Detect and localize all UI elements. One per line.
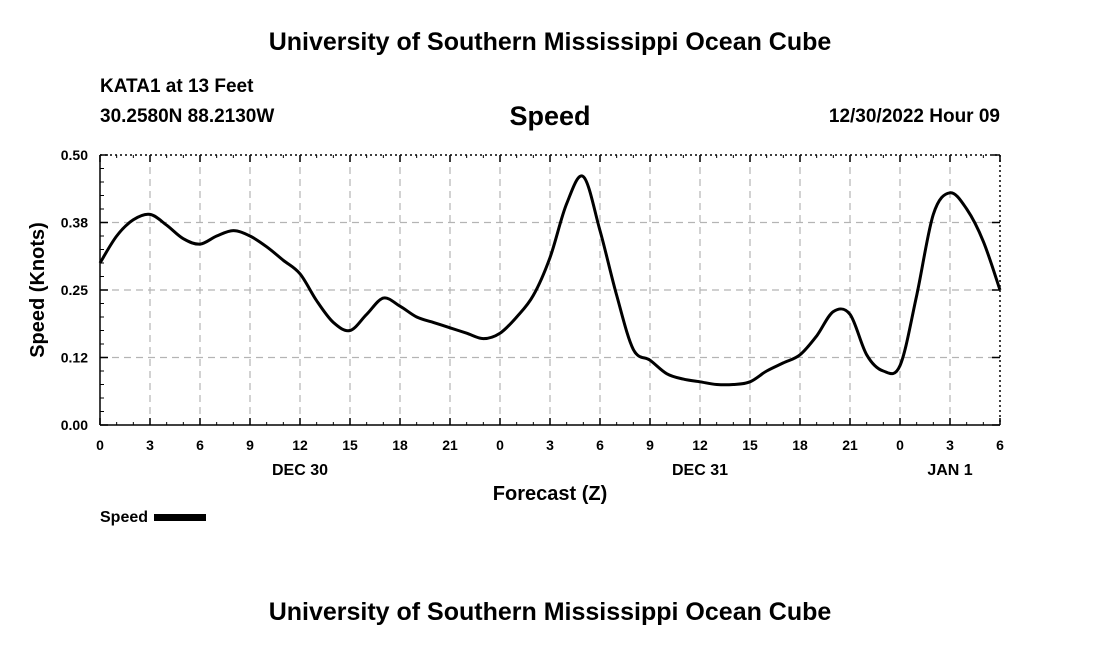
day-label: JAN 1 bbox=[927, 462, 972, 479]
x-tick-label: 18 bbox=[792, 437, 808, 453]
day-label: DEC 31 bbox=[672, 462, 728, 479]
timestamp-label: 12/30/2022 Hour 09 bbox=[828, 106, 1000, 127]
grid bbox=[100, 155, 1000, 425]
x-tick-label: 0 bbox=[496, 437, 504, 453]
day-label: DEC 30 bbox=[272, 462, 328, 479]
x-tick-label: 3 bbox=[946, 437, 954, 453]
x-tick-label: 18 bbox=[392, 437, 408, 453]
x-tick-label: 3 bbox=[146, 437, 154, 453]
x-tick-label: 6 bbox=[996, 437, 1004, 453]
x-tick-label: 21 bbox=[842, 437, 858, 453]
x-tick-label: 0 bbox=[96, 437, 104, 453]
legend-label: Speed bbox=[100, 509, 149, 526]
y-tick-label: 0.00 bbox=[61, 417, 88, 433]
legend-swatch bbox=[154, 514, 207, 522]
x-tick-label: 15 bbox=[742, 437, 758, 453]
coords-label: 30.2580N 88.2130W bbox=[100, 106, 275, 127]
x-tick-label: 15 bbox=[342, 437, 358, 453]
chart-title: Speed bbox=[509, 101, 591, 131]
y-tick-label: 0.50 bbox=[61, 147, 88, 163]
series-line-speed bbox=[98, 174, 1002, 387]
x-tick-label: 6 bbox=[196, 437, 204, 453]
page-title-bottom: University of Southern Mississippi Ocean… bbox=[268, 598, 832, 626]
x-tick-label: 9 bbox=[246, 437, 254, 453]
page-title-top: University of Southern Mississippi Ocean… bbox=[268, 28, 832, 56]
y-tick-label: 0.12 bbox=[61, 350, 88, 366]
axes bbox=[99, 154, 1001, 426]
x-tick-label: 12 bbox=[692, 437, 708, 453]
x-tick-label: 0 bbox=[896, 437, 904, 453]
x-tick-label: 9 bbox=[646, 437, 654, 453]
station-label: KATA1 at 13 Feet bbox=[100, 76, 254, 97]
x-tick-label: 6 bbox=[596, 437, 604, 453]
x-tick-label: 12 bbox=[292, 437, 308, 453]
y-axis-label: Speed (Knots) bbox=[27, 222, 49, 358]
speed-chart: 0 3 6 9 12 15 18 21 0 3 6 9 12 15 18 21 0 3 6 0.00 0.12 0.25 0… bbox=[27, 147, 1004, 505]
series-layer bbox=[98, 174, 1002, 387]
legend: Speed bbox=[100, 509, 207, 529]
tick-labels: 0 3 6 9 12 15 18 21 0 3 6 9 12 15 18 21 0 3 6 0.00 0.12 0.25 0… bbox=[61, 147, 1004, 479]
y-tick-label: 0.38 bbox=[61, 215, 88, 231]
y-tick-label: 0.25 bbox=[61, 282, 88, 298]
x-axis-label: Forecast (Z) bbox=[493, 483, 607, 505]
x-tick-label: 3 bbox=[546, 437, 554, 453]
x-tick-label: 21 bbox=[442, 437, 458, 453]
